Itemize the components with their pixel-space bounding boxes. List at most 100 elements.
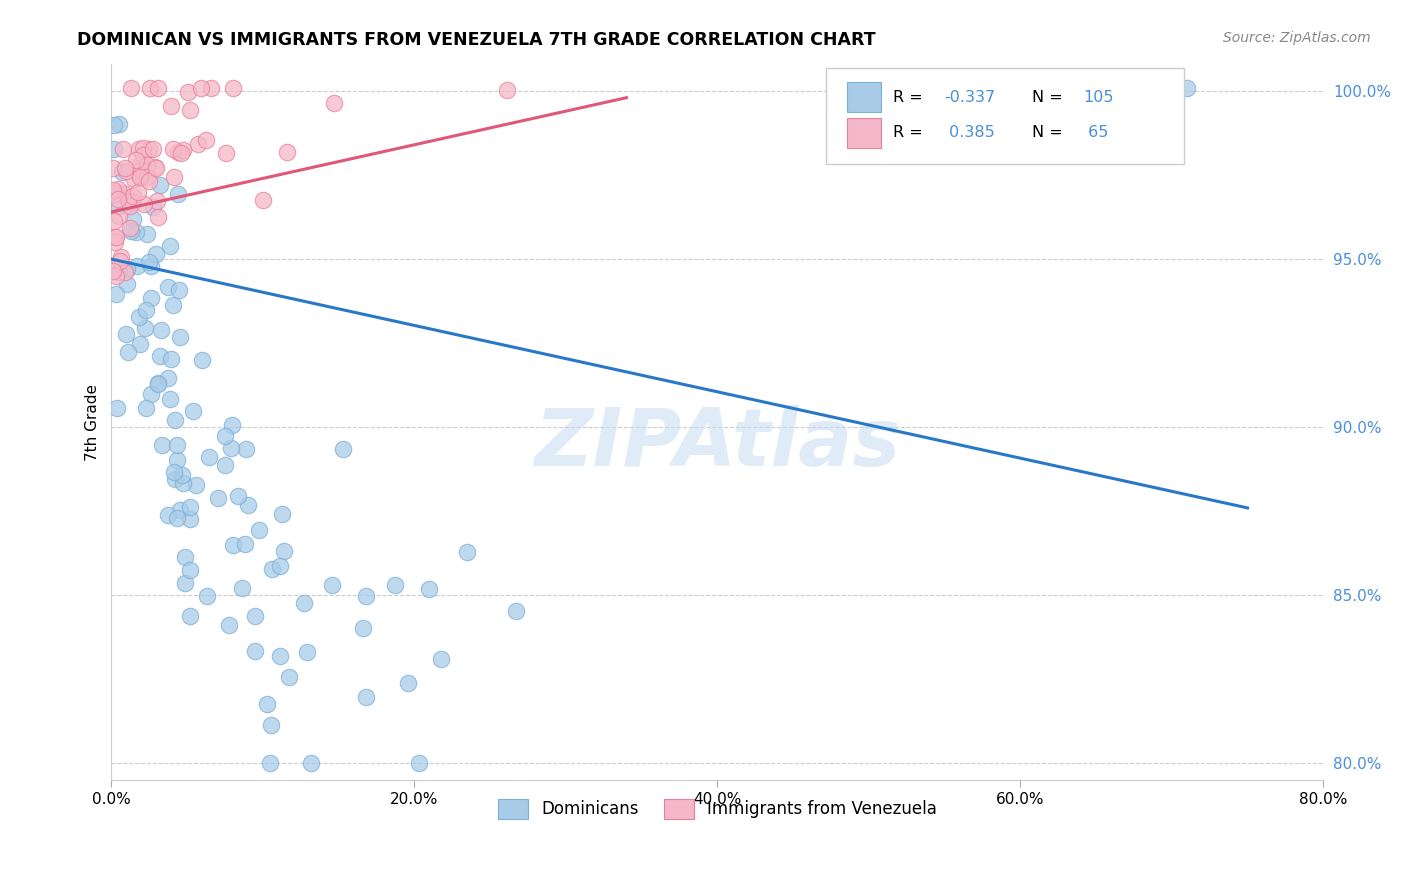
Point — [128, 158, 150, 172]
Point — [141, 291, 163, 305]
Point — [292, 596, 315, 610]
Point — [259, 756, 281, 771]
Point — [157, 280, 180, 294]
Point — [143, 160, 166, 174]
Point — [145, 246, 167, 260]
Point — [247, 523, 270, 537]
Point — [120, 224, 142, 238]
Point — [103, 118, 125, 132]
Point — [104, 287, 127, 301]
Point — [295, 645, 318, 659]
Point — [179, 500, 201, 514]
Point — [430, 652, 453, 666]
Point — [142, 201, 165, 215]
Point — [108, 186, 131, 201]
Bar — [846, 82, 882, 112]
Point — [128, 168, 150, 182]
Point — [125, 259, 148, 273]
Point — [157, 508, 180, 522]
Point — [278, 670, 301, 684]
Point — [159, 238, 181, 252]
Point — [418, 582, 440, 596]
Point — [150, 437, 173, 451]
Point — [456, 544, 478, 558]
Point — [215, 146, 238, 161]
Point — [236, 498, 259, 512]
Point — [195, 133, 218, 147]
Point — [142, 142, 165, 156]
Text: -0.337: -0.337 — [943, 89, 995, 104]
Point — [132, 148, 155, 162]
Point — [166, 145, 188, 159]
Point — [301, 756, 323, 771]
Point — [121, 211, 143, 226]
Point — [167, 283, 190, 297]
Text: ZIPAtlas: ZIPAtlas — [534, 405, 900, 483]
Point — [128, 336, 150, 351]
Text: DOMINICAN VS IMMIGRANTS FROM VENEZUELA 7TH GRADE CORRELATION CHART: DOMINICAN VS IMMIGRANTS FROM VENEZUELA 7… — [77, 31, 876, 49]
Point — [226, 489, 249, 503]
Point — [1175, 80, 1198, 95]
Point — [352, 621, 374, 635]
Point — [124, 153, 146, 167]
Text: N =: N = — [1032, 89, 1069, 104]
Point — [118, 194, 141, 209]
Point — [356, 690, 378, 705]
Point — [111, 165, 134, 179]
Point — [136, 158, 159, 172]
Point — [131, 141, 153, 155]
Point — [174, 576, 197, 591]
Point — [179, 103, 201, 117]
Point — [101, 264, 124, 278]
FancyBboxPatch shape — [827, 68, 1184, 164]
Point — [115, 277, 138, 291]
Point — [260, 718, 283, 732]
Point — [139, 259, 162, 273]
Point — [146, 211, 169, 225]
Point — [384, 578, 406, 592]
Point — [107, 192, 129, 206]
Point — [122, 194, 145, 209]
Text: 0.385: 0.385 — [943, 125, 994, 140]
Point — [214, 429, 236, 443]
Point — [139, 80, 162, 95]
Point — [135, 303, 157, 318]
Point — [114, 161, 136, 175]
Point — [222, 80, 245, 95]
Point — [273, 543, 295, 558]
Point — [146, 194, 169, 209]
Point — [138, 173, 160, 187]
Point — [166, 438, 188, 452]
Point — [170, 467, 193, 482]
Point — [103, 161, 125, 176]
Point — [496, 83, 519, 97]
Point — [149, 323, 172, 337]
Point — [112, 186, 135, 200]
Text: 65: 65 — [1084, 125, 1109, 140]
Point — [139, 387, 162, 401]
Point — [127, 185, 149, 199]
Point — [115, 327, 138, 342]
Point — [269, 558, 291, 573]
Point — [156, 371, 179, 385]
Point — [138, 255, 160, 269]
Point — [179, 608, 201, 623]
Point — [108, 117, 131, 131]
Point — [396, 676, 419, 690]
Point — [159, 99, 181, 113]
Y-axis label: 7th Grade: 7th Grade — [86, 384, 100, 460]
Point — [107, 209, 129, 223]
Point — [172, 476, 194, 491]
Point — [197, 450, 219, 465]
Point — [271, 507, 294, 521]
Point — [321, 578, 343, 592]
Point — [323, 96, 346, 111]
Point — [505, 604, 527, 618]
Point — [134, 320, 156, 334]
Point — [170, 146, 193, 161]
Point — [184, 477, 207, 491]
Point — [167, 187, 190, 202]
Point — [163, 465, 186, 479]
Point — [354, 590, 377, 604]
Point — [105, 401, 128, 415]
